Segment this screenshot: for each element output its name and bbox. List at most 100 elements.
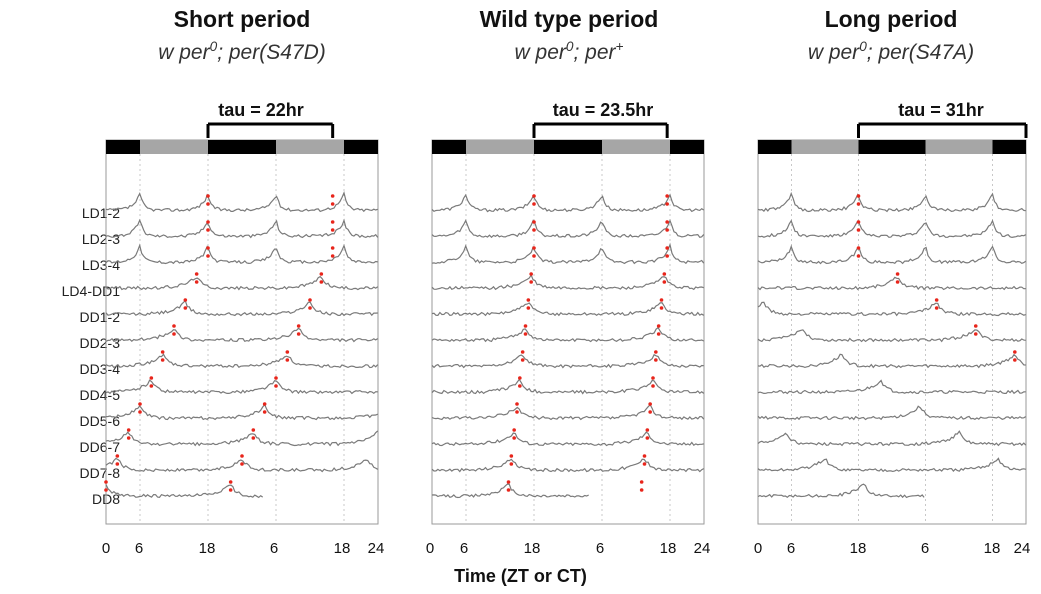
panel-1-genotype: w per0; per(S47D)	[77, 39, 407, 65]
p3-tick-18b: 18	[983, 540, 1001, 557]
panel-1-tau-dot-1-row-8-b	[274, 376, 278, 380]
panel-2-tau-label: tau = 23.5hr	[552, 100, 654, 120]
panel-1-tau-dot-1-row-7-b	[285, 350, 290, 354]
panel-1-trace-row-1	[105, 191, 378, 213]
panel-1-tau-dot-1-row-11	[240, 462, 244, 466]
panel-1-tau-dot-1-row-9	[262, 410, 267, 414]
panel-1-tau-dot-0-row-8	[149, 384, 154, 388]
p1-tick-18b: 18	[333, 540, 351, 557]
panel-2-tau-dot-1-row-4	[662, 280, 667, 284]
panel-3-trace-row-9	[757, 405, 1027, 421]
panel-2-tau-dot-0-row-9-b	[515, 402, 519, 406]
row-label-dd4-5: DD4-5	[79, 387, 120, 403]
panel-2-trace-row-5	[431, 302, 705, 317]
panel-2-tau-dot-0-row-11-b	[509, 454, 514, 458]
panel-1-tau-dot-0-row-12-b	[104, 480, 108, 484]
panel-2-tau-dot-0-row-8	[518, 384, 522, 388]
panel-1-tau-dot-1-row-11-b	[240, 454, 244, 458]
panel-2-frame	[431, 139, 705, 525]
panel-1-tau-dot-1-row-4	[319, 280, 324, 284]
panel-1-tau-dot-1-row-2-b	[330, 220, 335, 224]
panel-2-trace-row-12	[431, 483, 589, 499]
panel-1-trace-row-6	[105, 327, 379, 343]
panel-3-title: Long period	[824, 6, 958, 32]
panel-2-tau-dot-1-row-2	[665, 228, 669, 232]
panel-3-ld-bar-2	[858, 140, 926, 154]
panel-2-tau-dot-1-row-4-b	[662, 272, 667, 276]
panel-2-tau-dot-0-row-12-b	[506, 480, 511, 484]
panel-1-tau-dot-0-row-6	[172, 332, 176, 336]
panel-2-trace-row-10	[431, 431, 704, 447]
panel-1-tau-dot-0-row-3-b	[206, 246, 210, 250]
p2-tick-6: 6	[459, 540, 469, 557]
panel-1-tau-dot-1-row-1-b	[330, 194, 335, 198]
panel-1-ld-bar-1	[140, 140, 208, 154]
row-label-dd7-8: DD7-8	[79, 465, 120, 481]
panel-2-tau-dot-1-row-8-b	[651, 376, 655, 380]
panel-1-tau-dot-0-row-5	[183, 306, 188, 310]
panel-1-tau-dot-1-row-1	[330, 202, 335, 206]
panel-2-tau-dot-1-row-11-b	[642, 454, 647, 458]
panel-2-tau-dot-1-row-5	[659, 306, 664, 310]
panel-2-tau-dot-0-row-10	[512, 436, 516, 440]
row-label-dd5-6: DD5-6	[79, 413, 120, 429]
x-axis-title: Time (ZT or CT)	[454, 566, 587, 586]
panel-2-tau-dot-1-row-7-b	[654, 350, 658, 354]
row-label-dd2-3: DD2-3	[79, 335, 120, 351]
panel-1-tau-dot-0-row-5-b	[183, 298, 188, 302]
p3-tick-6: 6	[786, 540, 796, 557]
panel-1-tau-dot-0-row-11-b	[115, 454, 120, 458]
panel-3-genotype-prefix: w per	[807, 41, 860, 64]
panel-1-tau-dot-0-row-3	[206, 254, 210, 258]
row-label-ld2-3: LD2-3	[81, 231, 120, 247]
panel-1-trace-row-2	[105, 218, 379, 239]
panel-2-tau-dot-0-row-9	[515, 410, 519, 414]
panel-2-trace-row-4	[431, 273, 704, 291]
panel-2-tau-dot-0-row-1-b	[532, 194, 536, 198]
panel-1-frame	[105, 139, 379, 525]
panel-3-trace-row-5	[757, 301, 1026, 317]
panel-1-genotype-suffix: ; per(S47D)	[217, 41, 326, 64]
panel-3-tau-dot-0-row-7-b	[1013, 350, 1017, 354]
panel-3-tau-dot-0-row-6-b	[973, 324, 978, 328]
panel-1-tau-dot-1-row-12	[228, 488, 233, 492]
row-label-dd6-7: DD6-7	[79, 439, 120, 455]
panel-1-trace-row-5	[105, 299, 378, 317]
panel-3-trace-row-7	[757, 353, 1026, 369]
panel-1-tau-label: tau = 22hr	[218, 100, 304, 120]
panel-2-trace-row-3	[431, 242, 705, 265]
panel-1-tau-dot-1-row-6	[296, 332, 301, 336]
panel-3-tau-dot-0-row-2-b	[856, 220, 861, 224]
panel-1-tau-dot-0-row-2	[206, 228, 210, 232]
row-label-dd1-2: DD1-2	[79, 309, 120, 325]
panel-1-tau-dot-1-row-7	[285, 358, 290, 362]
p3-tick-6b: 6	[920, 540, 930, 557]
panel-3-tau-dot-0-row-4-b	[895, 272, 900, 276]
panel-1-title: Short period	[173, 6, 311, 32]
panel-2-tau-dot-0-row-4-b	[529, 272, 533, 276]
panel-1-tau-dot-0-row-9-b	[138, 402, 142, 406]
p3-tick-18: 18	[849, 540, 867, 557]
p1-tick-18: 18	[198, 540, 216, 557]
panel-2-tau-dot-0-row-7-b	[520, 350, 525, 354]
panel-1-trace-row-12	[105, 484, 264, 499]
panel-3-tau-dot-0-row-5	[934, 306, 939, 310]
panel-1-tau-dot-0-row-7-b	[160, 350, 165, 354]
panel-2-tau-dot-1-row-12	[639, 488, 644, 492]
panel-1-tau-dot-1-row-2	[330, 228, 335, 232]
panel-1-tau-dot-0-row-12	[104, 488, 108, 492]
panel-1-trace-row-9	[105, 403, 378, 421]
panel-2-ld-bar-1	[466, 140, 534, 154]
panel-2-tau-dot-0-row-10-b	[512, 428, 516, 432]
panel-1-tau-dot-1-row-10	[251, 436, 256, 440]
panel-1-trace-row-4	[105, 275, 379, 291]
panel-2-tau-dot-0-row-5	[526, 306, 531, 310]
panel-2-genotype-sup2: +	[615, 39, 624, 54]
panel-2-genotype-sup: 0	[565, 39, 574, 54]
panel-3-tau-dot-0-row-3-b	[856, 246, 861, 250]
panel-2-tau-dot-1-row-1-b	[665, 194, 669, 198]
panel-2-tau-dot-0-row-2	[532, 228, 536, 232]
p2-tick-6b: 6	[595, 540, 605, 557]
panel-2-tau-dot-0-row-7	[520, 358, 525, 362]
